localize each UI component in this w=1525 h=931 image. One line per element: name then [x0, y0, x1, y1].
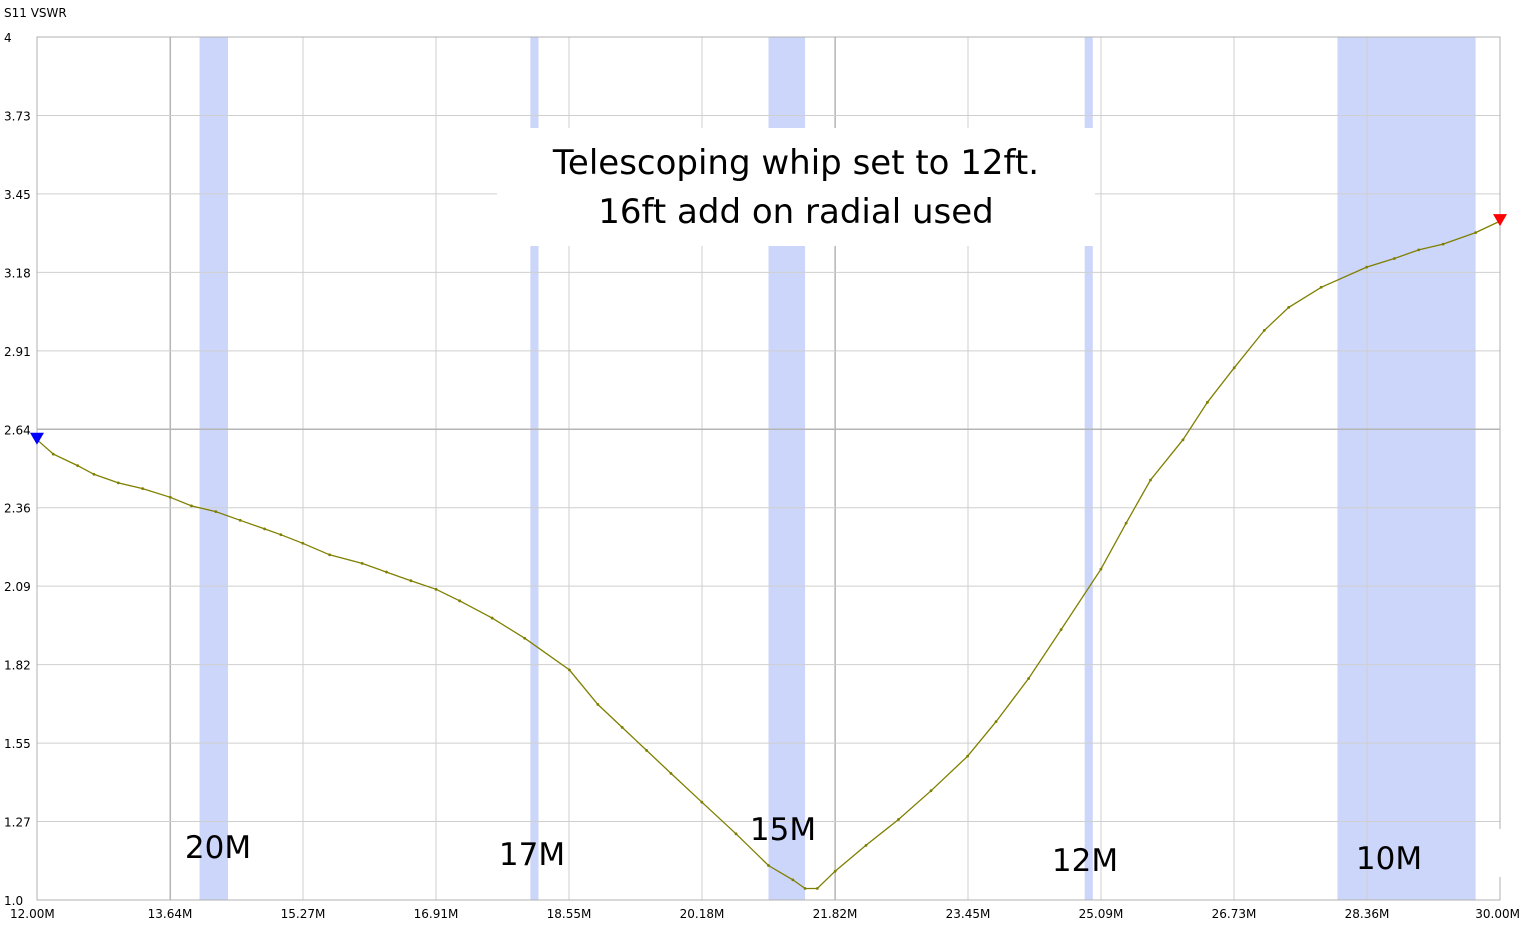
- vswr-data-point: [734, 832, 738, 836]
- vswr-data-point: [1181, 438, 1185, 442]
- legend-gap-patch: [1476, 829, 1502, 877]
- x-tick-label: 20.18M: [680, 907, 725, 921]
- vswr-data-point: [966, 754, 970, 758]
- x-tick-label: 26.73M: [1212, 907, 1257, 921]
- x-tick-label: 21.82M: [813, 907, 858, 921]
- x-tick-label: 25.09M: [1079, 907, 1124, 921]
- x-tick-label: 18.55M: [547, 907, 592, 921]
- vswr-data-point: [1392, 257, 1396, 260]
- vswr-data-point: [1474, 231, 1478, 235]
- y-tick-label: 2.91: [4, 345, 31, 359]
- vswr-data-point: [409, 579, 413, 583]
- x-tick-label: 30.00M: [1475, 907, 1520, 921]
- y-tick-label: 1.0: [4, 894, 23, 908]
- annotation-line-2: 16ft add on radial used: [598, 192, 993, 232]
- vswr-data-point: [1124, 521, 1128, 525]
- vswr-data-point: [1441, 242, 1445, 246]
- vswr-data-point: [92, 472, 96, 476]
- x-tick-label: 16.91M: [414, 907, 459, 921]
- vswr-data-point: [1099, 567, 1103, 571]
- vswr-data-point: [51, 452, 55, 456]
- vswr-data-point: [864, 843, 868, 847]
- vswr-data-point: [1287, 306, 1291, 309]
- x-tick-label: 23.45M: [946, 907, 991, 921]
- vswr-data-point: [1027, 677, 1030, 680]
- y-axis-title: S11 VSWR: [4, 6, 67, 20]
- vswr-data-point: [994, 720, 998, 724]
- vswr-data-point: [1059, 628, 1063, 631]
- band-region-17m: [530, 37, 539, 900]
- vswr-data-point: [214, 510, 218, 514]
- vswr-data-point: [929, 789, 933, 793]
- y-tick-label: 1.82: [4, 659, 31, 673]
- x-tick-label: 28.36M: [1345, 907, 1390, 921]
- y-tick-label: 2.09: [4, 580, 31, 594]
- vswr-data-point: [76, 464, 80, 468]
- vswr-data-point: [263, 527, 266, 531]
- vswr-data-point: [279, 533, 283, 537]
- band-label-12m: 12M: [1052, 843, 1118, 879]
- vswr-data-point: [190, 504, 193, 508]
- vswr-data-point: [523, 636, 527, 640]
- vswr-data-point: [567, 668, 571, 672]
- band-region-10m: [1337, 37, 1476, 900]
- end-marker: [1493, 214, 1507, 227]
- vswr-data-point: [490, 616, 494, 620]
- vswr-data-point: [645, 749, 648, 752]
- vswr-data-point: [360, 562, 364, 565]
- band-label-15m: 15M: [750, 812, 816, 848]
- vswr-data-point: [767, 864, 770, 867]
- vswr-data-point: [434, 587, 438, 591]
- annotation-background: [497, 128, 1095, 246]
- y-tick-label: 2.64: [4, 423, 31, 437]
- vswr-data-point: [1262, 329, 1266, 332]
- annotation-line-1: Telescoping whip set to 12ft.: [552, 143, 1039, 183]
- annotation-box: Telescoping whip set to 12ft. 16ft add on…: [497, 128, 1095, 246]
- vswr-data-point: [1365, 265, 1369, 269]
- vswr-data-point: [815, 887, 819, 890]
- y-tick-label: 2.36: [4, 502, 31, 516]
- start-marker: [30, 432, 44, 445]
- vswr-data-point: [1149, 478, 1152, 482]
- vswr-data-point: [168, 495, 172, 499]
- vswr-data-point: [1417, 248, 1421, 252]
- band-label-20m: 20M: [185, 830, 251, 866]
- vswr-data-point: [301, 541, 305, 545]
- vswr-data-point: [141, 487, 145, 491]
- vswr-data-point: [620, 726, 624, 729]
- x-tick-label: 13.64M: [148, 907, 193, 921]
- vswr-data-point: [791, 878, 795, 882]
- x-tick-label: 15.27M: [281, 907, 326, 921]
- vswr-data-point: [116, 481, 120, 485]
- band-label-17m: 17M: [499, 837, 565, 873]
- vswr-data-point: [238, 518, 242, 522]
- vswr-data-point: [596, 702, 600, 706]
- vswr-data-point: [328, 553, 331, 557]
- y-tick-label: 3.45: [4, 188, 31, 202]
- y-tick-label: 3.73: [4, 109, 31, 123]
- y-tick-label: 4: [4, 31, 12, 45]
- x-tick-label: 12.00M: [10, 907, 55, 921]
- band-region-12m: [1084, 37, 1093, 900]
- vswr-data-point: [700, 800, 704, 804]
- vswr-data-point: [385, 570, 388, 574]
- y-tick-label: 1.27: [4, 816, 31, 830]
- vswr-data-point: [1206, 400, 1209, 404]
- y-tick-label: 3.18: [4, 266, 31, 280]
- vswr-data-point: [458, 599, 462, 603]
- y-tick-label: 1.55: [4, 737, 31, 751]
- vswr-data-point: [1232, 366, 1236, 370]
- vswr-data-point: [897, 818, 900, 821]
- vswr-data-point: [669, 772, 673, 775]
- plot-border: [36, 36, 1501, 901]
- vswr-data-point: [803, 887, 807, 890]
- vswr-data-point: [1319, 285, 1323, 289]
- band-region-20m: [199, 37, 229, 900]
- band-label-10m: 10M: [1356, 841, 1422, 877]
- vswr-data-point: [833, 869, 837, 873]
